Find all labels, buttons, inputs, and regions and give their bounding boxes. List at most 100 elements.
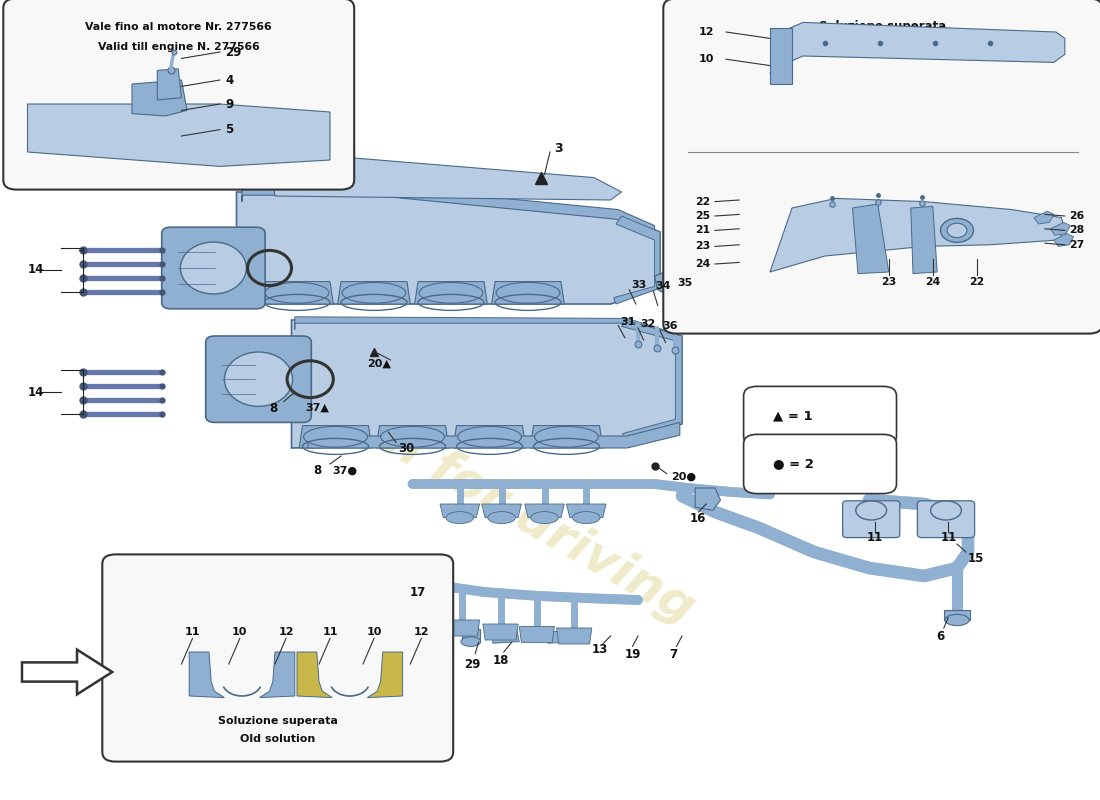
Polygon shape [493, 630, 519, 643]
Polygon shape [338, 282, 410, 304]
Polygon shape [483, 624, 518, 640]
Text: 10: 10 [232, 627, 248, 637]
Ellipse shape [304, 426, 367, 447]
Polygon shape [530, 426, 603, 448]
Text: 18: 18 [493, 654, 509, 666]
Text: 14: 14 [28, 263, 44, 276]
Polygon shape [295, 317, 679, 339]
Text: 21: 21 [695, 226, 711, 235]
Ellipse shape [342, 282, 406, 303]
Text: 12: 12 [414, 627, 429, 637]
Text: 14: 14 [28, 386, 44, 398]
Polygon shape [261, 282, 333, 304]
Text: 5: 5 [226, 123, 233, 136]
Ellipse shape [530, 512, 558, 523]
Ellipse shape [447, 512, 473, 523]
Polygon shape [621, 320, 682, 440]
Polygon shape [170, 232, 258, 304]
Text: 35: 35 [678, 278, 693, 288]
Polygon shape [28, 104, 330, 166]
Text: 12: 12 [278, 627, 294, 637]
Ellipse shape [381, 426, 444, 447]
Text: Old solution: Old solution [843, 40, 923, 53]
Ellipse shape [684, 264, 724, 296]
Text: passion for driving: passion for driving [220, 326, 704, 634]
Text: 10: 10 [698, 54, 714, 64]
Text: 29: 29 [226, 46, 242, 58]
Text: 17: 17 [409, 586, 426, 598]
Text: 20▲: 20▲ [367, 358, 392, 368]
Polygon shape [1050, 222, 1070, 235]
Text: 16: 16 [690, 512, 706, 525]
Polygon shape [482, 504, 521, 518]
Text: 30: 30 [398, 442, 415, 454]
Text: 33: 33 [631, 280, 647, 290]
Ellipse shape [496, 282, 560, 303]
Polygon shape [557, 628, 592, 644]
Polygon shape [911, 206, 937, 274]
Text: 6: 6 [936, 630, 944, 642]
Text: 8: 8 [314, 464, 321, 477]
Text: Soluzione superata: Soluzione superata [820, 20, 946, 33]
FancyBboxPatch shape [917, 501, 975, 538]
Polygon shape [852, 204, 889, 274]
FancyBboxPatch shape [843, 501, 900, 538]
Ellipse shape [940, 218, 974, 242]
Polygon shape [462, 629, 480, 642]
Ellipse shape [488, 512, 515, 523]
Polygon shape [236, 192, 660, 304]
Text: 29: 29 [464, 658, 481, 670]
Text: 20●: 20● [671, 472, 696, 482]
Ellipse shape [573, 512, 601, 523]
Ellipse shape [265, 282, 329, 303]
Polygon shape [22, 650, 112, 694]
Polygon shape [440, 504, 480, 518]
Ellipse shape [458, 426, 521, 447]
Polygon shape [669, 296, 704, 315]
Polygon shape [308, 422, 680, 448]
Polygon shape [376, 426, 449, 448]
Text: 19: 19 [625, 648, 641, 661]
Text: 28: 28 [1069, 226, 1085, 235]
Text: Old solution: Old solution [240, 734, 316, 744]
Polygon shape [1034, 211, 1054, 224]
Text: 37●: 37● [332, 466, 358, 475]
Polygon shape [367, 652, 403, 698]
Polygon shape [654, 262, 726, 298]
Text: 36: 36 [662, 322, 678, 331]
Ellipse shape [945, 614, 969, 626]
FancyBboxPatch shape [206, 336, 311, 422]
Text: 11: 11 [867, 531, 883, 544]
Text: 4: 4 [226, 74, 233, 86]
Text: 10: 10 [366, 627, 382, 637]
Polygon shape [297, 652, 332, 698]
Polygon shape [695, 488, 721, 510]
Text: 24: 24 [925, 277, 940, 286]
Polygon shape [292, 320, 682, 448]
Polygon shape [566, 504, 606, 518]
Ellipse shape [461, 637, 481, 646]
Text: 22: 22 [969, 277, 984, 286]
Text: 12: 12 [698, 27, 714, 37]
Polygon shape [299, 426, 372, 448]
Text: Soluzione superata: Soluzione superata [218, 717, 338, 726]
FancyBboxPatch shape [744, 434, 896, 494]
Text: ● = 2: ● = 2 [773, 458, 814, 470]
Text: 8: 8 [270, 402, 277, 414]
Polygon shape [770, 198, 1065, 272]
Text: 9: 9 [226, 98, 233, 110]
Polygon shape [519, 626, 554, 642]
Text: 27: 27 [1069, 240, 1085, 250]
Polygon shape [525, 504, 564, 518]
Text: 34: 34 [656, 282, 671, 291]
Text: 13: 13 [592, 643, 608, 656]
Text: 22: 22 [695, 197, 711, 206]
Polygon shape [157, 69, 182, 100]
Polygon shape [770, 22, 1065, 74]
Text: 25: 25 [695, 211, 711, 221]
Ellipse shape [180, 242, 246, 294]
Polygon shape [548, 630, 576, 643]
Text: 32: 32 [640, 319, 656, 329]
Text: Vale fino al motore Nr. 277566: Vale fino al motore Nr. 277566 [86, 22, 272, 32]
Polygon shape [132, 80, 187, 116]
